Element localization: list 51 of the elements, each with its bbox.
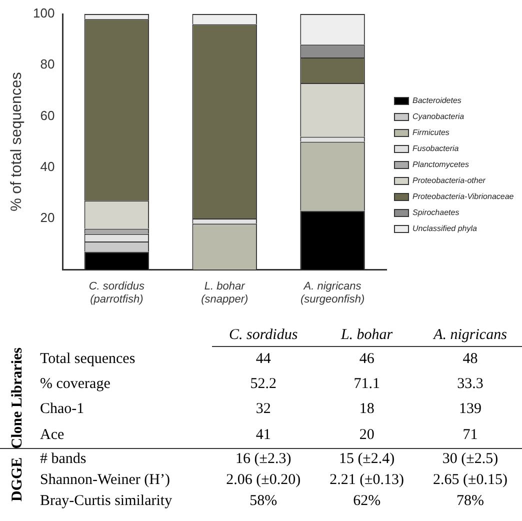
legend-label: Planctomycetes: [412, 160, 469, 170]
text: 71.1: [354, 376, 380, 392]
text: 15 (±2.4): [338, 450, 395, 467]
text: 58%: [250, 492, 278, 509]
text: 2.65 (±0.15): [433, 472, 508, 488]
legend-label: Fusobacteria: [412, 144, 460, 154]
text: 16 (±2.3): [236, 450, 292, 467]
category-label: L. bohar: [315, 325, 419, 346]
category-label: C. sordidus: [212, 325, 316, 346]
category-label: A. nigricans: [418, 325, 522, 346]
text: 18: [359, 401, 374, 418]
legend-label: Proteobacteria-Vibrionaceae: [412, 192, 514, 202]
text: 48: [462, 351, 478, 368]
category-label: # bands: [40, 450, 86, 467]
text: 2.21 (±0.13): [330, 472, 404, 488]
text: 32: [256, 401, 271, 418]
text: 46: [359, 351, 374, 368]
text: 30 (±2.5): [442, 450, 498, 467]
y-tick-label: 20: [40, 210, 55, 226]
legend-label: Unclassified phyla: [412, 224, 478, 234]
category-label: Shannon-Weiner (H’): [40, 472, 170, 488]
text: 2.06 (±0.20): [226, 472, 301, 488]
x-tick-label: C. sordidus (parrotfish): [88, 280, 145, 306]
text: 71: [462, 426, 478, 443]
text: 62%: [353, 492, 381, 509]
y-tick-label: 40: [40, 158, 55, 174]
text: 52.2: [250, 376, 276, 392]
legend-label: Cyanobacteria: [412, 112, 465, 122]
category-label: % coverage: [40, 376, 110, 392]
legend-label: Bacteroidetes: [412, 96, 462, 106]
legend-label: Spirochaetes: [412, 208, 460, 218]
y-tick-label: 80: [40, 56, 55, 72]
y-axis-title: % of total sequences: [8, 72, 26, 212]
text: 20: [359, 426, 374, 443]
text: 139: [459, 401, 482, 418]
legend-label: Firmicutes: [412, 128, 450, 138]
category-label: Chao-1: [40, 401, 84, 418]
text: 33.3: [457, 376, 484, 392]
category-label: Ace: [40, 426, 64, 443]
x-tick-label: L. bohar (snapper): [201, 280, 248, 306]
x-tick-label: A. nigricans (surgeonfish): [300, 280, 365, 306]
y-tick-label: 60: [40, 108, 55, 123]
category-label: Bray-Curtis similarity: [40, 492, 172, 509]
category-label: DGGE: [10, 458, 26, 502]
category-label: Clone Libraries: [10, 347, 26, 448]
text: 78%: [456, 492, 484, 509]
text: 41: [256, 426, 271, 443]
text: 44: [256, 351, 271, 368]
category-label: Total sequences: [40, 350, 136, 367]
legend-label: Proteobacteria-other: [412, 176, 486, 186]
y-tick-label: 100: [32, 6, 55, 21]
